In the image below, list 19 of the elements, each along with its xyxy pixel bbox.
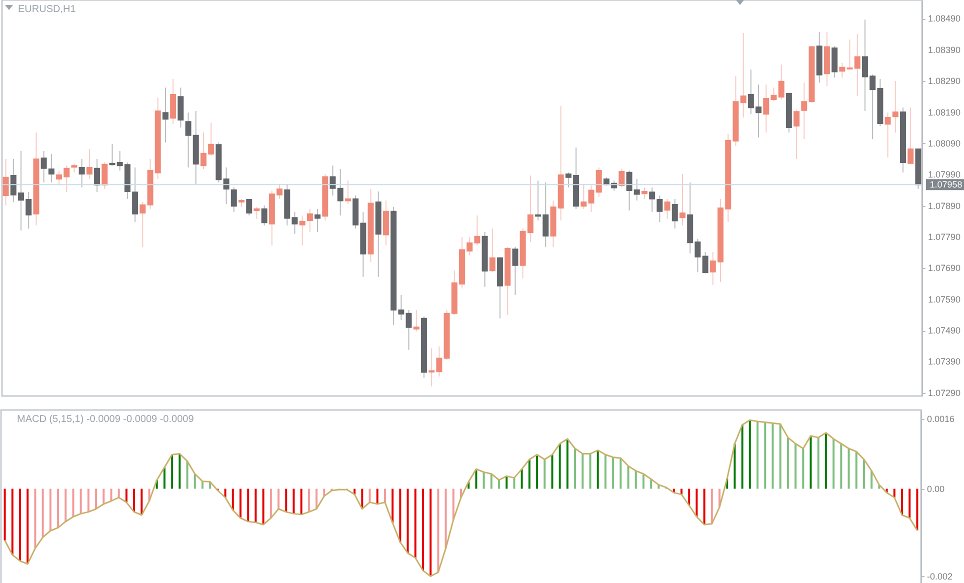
ref-line-label: 1.07958 [930,180,962,190]
y-tick-label: -0.002 [927,571,953,582]
y-tick-label: 1.07890 [928,200,961,211]
y-tick-label: 1.08490 [928,14,961,24]
y-tick-label: 1.08090 [928,138,961,148]
y-tick-label: 1.07290 [928,388,961,398]
chart-title: EURUSD,H1 [18,4,76,15]
y-tick-label: 1.07490 [928,326,961,336]
chart-title: MACD (5,15,1) -0.0009 -0.0009 -0.0009 [17,414,194,425]
y-tick-label: 1.07990 [928,170,961,180]
y-tick-label: 1.08190 [928,107,961,118]
y-tick-label: 0.0016 [927,414,955,424]
y-tick-label: 0.00 [927,484,945,494]
y-tick-label: 1.08390 [928,44,961,55]
y-tick-label: 1.07690 [928,263,961,274]
y-tick-label: 1.08290 [928,76,961,86]
y-tick-label: 1.07790 [928,232,961,242]
y-tick-label: 1.07390 [928,356,961,367]
y-tick-label: 1.07590 [928,294,961,304]
